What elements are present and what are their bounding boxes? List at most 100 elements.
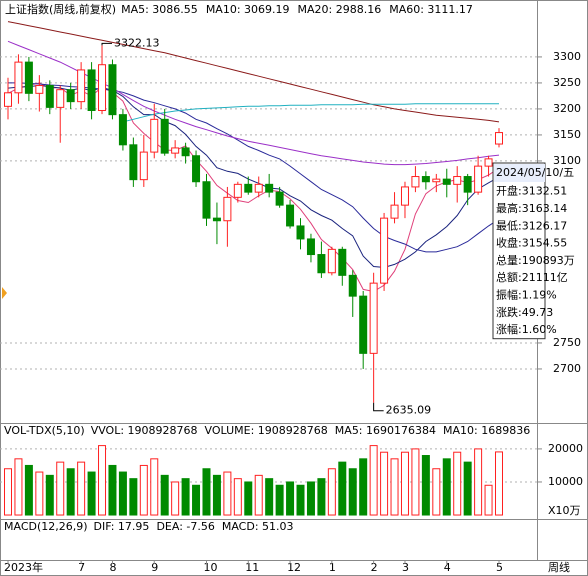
volume-bar [453,451,462,516]
annotation-label: 3322.13 [114,36,159,49]
candle-body [223,196,232,222]
x-tick-label: 8 [109,561,116,574]
volume-bar [359,458,368,516]
volume-bar [275,484,284,516]
volume-bar [463,461,472,516]
candle-body [348,274,357,297]
legend-entry: DEA: -7.56 [156,520,214,533]
volume-bar [192,484,201,516]
candle-body [495,132,503,145]
legend-entry: MA10: 1689836 [443,424,530,437]
volume-bar [265,478,274,516]
y-tick-label: 3100 [553,154,581,167]
volume-bar [233,478,242,516]
y-tick-label: 3200 [553,102,581,115]
volume-bar [348,468,357,516]
candle-body [463,176,472,193]
volume-bar [317,478,326,516]
volume-bar [118,471,127,516]
info-row: 总量:190893万 [496,253,575,267]
candle-body [254,183,263,193]
info-date-bg [494,164,545,182]
volume-bar [495,451,503,516]
volume-bar [369,445,378,516]
volume-bar [390,458,399,516]
volume-bar [212,474,221,516]
candle-body [98,64,107,111]
candle-body [359,295,368,354]
volume-bar [400,451,409,516]
volume-bar [286,481,295,516]
candle-body [400,186,409,206]
volume-bar [160,474,169,516]
candle-body [14,61,23,94]
annotation-label: 2635.09 [386,404,432,417]
candle-body [212,217,221,222]
candle-body [24,61,33,94]
candle-body [202,181,211,219]
ma-line [7,21,500,123]
candle-body [108,64,117,116]
ma-line [7,40,500,166]
y-tick-label: 2750 [553,336,581,349]
candle-body [306,238,315,256]
info-date: 2024/05/10/五 [496,166,574,179]
volume-bar [244,481,253,516]
legend-entry: MA60: 3111.17 [389,3,473,16]
legend-entry: VVOL: 1908928768 [91,424,198,437]
volume-bar [139,464,148,516]
annotation-arrow [101,42,113,46]
macd-title: MACD(12,26,9) [4,520,88,533]
x-tick-label: 11 [245,561,259,574]
volume-bar [306,481,315,516]
x-tick-label: 2 [371,561,378,574]
info-row: 收盘:3154.55 [496,236,567,250]
candle-body [150,118,159,153]
volume-bar [254,474,263,516]
x-tick-label: 4 [444,561,451,574]
info-row: 总额:21111亿 [496,270,568,284]
info-row: 最高:3163.14 [496,201,567,215]
candle-body [286,204,295,227]
legend-entry: MA5: 1690176384 [335,424,436,437]
info-row: 开盘:3132.51 [496,184,567,198]
x-tick-label: 5 [496,561,503,574]
volume-bar [411,448,420,516]
annotation-arrow [373,402,384,412]
candle-body [192,155,201,183]
x-tick-label: 7 [78,561,85,574]
info-row: 最低:3126.17 [496,219,567,232]
volume-bar [150,458,159,516]
candle-body [244,183,253,193]
volume-bar [202,468,211,516]
candle-body [317,254,326,274]
y-tick-label: 3300 [553,50,581,63]
volume-bar [129,478,138,516]
volume-unit: X10万 [548,504,581,517]
volume-title: VOL-TDX(5,10) [4,424,85,437]
chart-title: 上证指数(周线,前复权) [5,2,116,16]
volume-bar [474,448,483,516]
info-row: 振幅:1.19% [496,287,557,301]
ma-line [122,103,499,123]
side-handle [2,287,7,299]
volume-bar [432,468,441,516]
x-axis-label: 周线 [548,560,570,574]
volume-bar [108,464,117,516]
candle-body [484,158,493,167]
volume-bar [14,458,23,516]
candle-body [421,176,430,183]
candle-body [171,147,180,154]
candle-body [338,248,347,276]
candle-body [45,85,54,108]
ma-line [8,82,500,253]
legend-entry: VOLUME: 1908928768 [205,424,328,437]
info-box [492,162,546,340]
legend-entry: MA10: 3069.19 [206,3,290,16]
candle-body [275,191,284,206]
candle-body [265,183,274,193]
candle-body [35,85,44,94]
candle-body [87,69,96,111]
info-row: 涨幅:1.60% [496,323,557,336]
